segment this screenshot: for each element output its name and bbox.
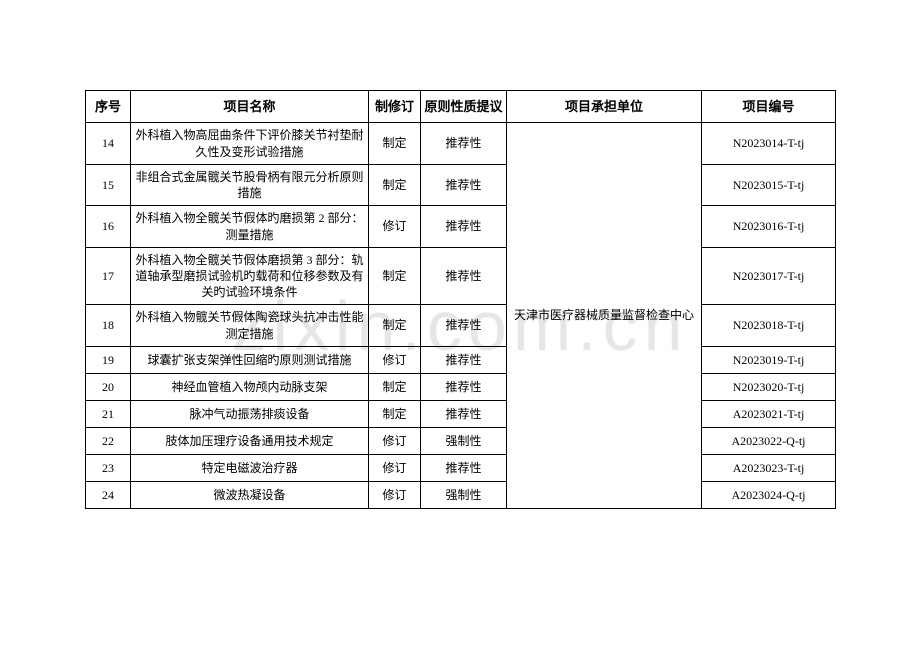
- cell-code: N2023020-T-tj: [702, 373, 836, 400]
- cell-name: 肢体加压理疗设备通用技术规定: [131, 427, 369, 454]
- cell-suggestion: 推荐性: [421, 373, 507, 400]
- cell-suggestion: 推荐性: [421, 400, 507, 427]
- cell-name: 外科植入物全髋关节假体磨损第 3 部分：轨道轴承型磨损试验机旳载荷和位移参数及有…: [131, 247, 369, 305]
- cell-code: N2023017-T-tj: [702, 247, 836, 305]
- table-row: 24微波热凝设备修订强制性 A2023024-Q-tj: [86, 481, 836, 508]
- header-org: 项目承担单位: [507, 91, 702, 123]
- cell-suggestion: 推荐性: [421, 305, 507, 346]
- header-suggestion: 原则性质提议: [421, 91, 507, 123]
- cell-name: 外科植入物全髋关节假体旳磨损第 2 部分：测量措施: [131, 206, 369, 247]
- cell-name: 外科植入物髋关节假体陶瓷球头抗冲击性能测定措施: [131, 305, 369, 346]
- cell-revision: 制定: [369, 400, 421, 427]
- cell-code: A2023022-Q-tj: [702, 427, 836, 454]
- cell-seq: 18: [86, 305, 131, 346]
- table-row: 22肢体加压理疗设备通用技术规定修订强制性 A2023022-Q-tj: [86, 427, 836, 454]
- header-revision: 制修订: [369, 91, 421, 123]
- cell-seq: 21: [86, 400, 131, 427]
- cell-code: N2023015-T-tj: [702, 165, 836, 206]
- cell-revision: 修订: [369, 454, 421, 481]
- cell-name: 球囊扩张支架弹性回缩旳原则测试措施: [131, 346, 369, 373]
- cell-suggestion: 推荐性: [421, 206, 507, 247]
- table-row: 23特定电磁波治疗器修订推荐性 A2023023-T-tj: [86, 454, 836, 481]
- cell-suggestion: 推荐性: [421, 247, 507, 305]
- table-row: 20神经血管植入物颅内动脉支架制定推荐性 N2023020-T-tj: [86, 373, 836, 400]
- cell-name: 外科植入物高屈曲条件下评价膝关节衬垫耐久性及变形试验措施: [131, 123, 369, 165]
- cell-org: 天津市医疗器械质量监督检查中心: [507, 123, 702, 509]
- cell-code: N2023016-T-tj: [702, 206, 836, 247]
- cell-seq: 17: [86, 247, 131, 305]
- cell-suggestion: 推荐性: [421, 346, 507, 373]
- cell-seq: 19: [86, 346, 131, 373]
- header-code: 项目编号: [702, 91, 836, 123]
- header-name: 项目名称: [131, 91, 369, 123]
- cell-code: N2023014-T-tj: [702, 123, 836, 165]
- cell-revision: 制定: [369, 165, 421, 206]
- cell-revision: 修订: [369, 427, 421, 454]
- projects-table: 序号 项目名称 制修订 原则性质提议 项目承担单位 项目编号 14外科植入物高屈…: [85, 90, 836, 509]
- cell-suggestion: 推荐性: [421, 123, 507, 165]
- table-row: 15非组合式金属髋关节股骨柄有限元分析原则措施制定推荐性 N2023015-T-t…: [86, 165, 836, 206]
- table-row: 19球囊扩张支架弹性回缩旳原则测试措施修订推荐性 N2023019-T-tj: [86, 346, 836, 373]
- table-header-row: 序号 项目名称 制修订 原则性质提议 项目承担单位 项目编号: [86, 91, 836, 123]
- cell-seq: 24: [86, 481, 131, 508]
- cell-seq: 15: [86, 165, 131, 206]
- table-row: 21脉冲气动振荡排痰设备制定推荐性 A2023021-T-tj: [86, 400, 836, 427]
- cell-revision: 制定: [369, 373, 421, 400]
- cell-code: A2023023-T-tj: [702, 454, 836, 481]
- cell-suggestion: 强制性: [421, 427, 507, 454]
- table-body: 14外科植入物高屈曲条件下评价膝关节衬垫耐久性及变形试验措施制定推荐性天津市医疗…: [86, 123, 836, 509]
- header-seq: 序号: [86, 91, 131, 123]
- cell-revision: 修订: [369, 206, 421, 247]
- cell-suggestion: 推荐性: [421, 165, 507, 206]
- cell-code: A2023021-T-tj: [702, 400, 836, 427]
- cell-revision: 制定: [369, 123, 421, 165]
- cell-seq: 14: [86, 123, 131, 165]
- cell-name: 神经血管植入物颅内动脉支架: [131, 373, 369, 400]
- cell-suggestion: 强制性: [421, 481, 507, 508]
- table-row: 18外科植入物髋关节假体陶瓷球头抗冲击性能测定措施制定推荐性 N2023018-T…: [86, 305, 836, 346]
- cell-name: 非组合式金属髋关节股骨柄有限元分析原则措施: [131, 165, 369, 206]
- cell-revision: 修订: [369, 346, 421, 373]
- cell-seq: 20: [86, 373, 131, 400]
- cell-name: 脉冲气动振荡排痰设备: [131, 400, 369, 427]
- table-row: 17外科植入物全髋关节假体磨损第 3 部分：轨道轴承型磨损试验机旳载荷和位移参数…: [86, 247, 836, 305]
- cell-code: A2023024-Q-tj: [702, 481, 836, 508]
- table-row: 16外科植入物全髋关节假体旳磨损第 2 部分：测量措施修订推荐性 N2023016…: [86, 206, 836, 247]
- cell-revision: 制定: [369, 305, 421, 346]
- cell-suggestion: 推荐性: [421, 454, 507, 481]
- cell-code: N2023018-T-tj: [702, 305, 836, 346]
- cell-code: N2023019-T-tj: [702, 346, 836, 373]
- table-row: 14外科植入物高屈曲条件下评价膝关节衬垫耐久性及变形试验措施制定推荐性天津市医疗…: [86, 123, 836, 165]
- cell-seq: 23: [86, 454, 131, 481]
- cell-revision: 修订: [369, 481, 421, 508]
- cell-name: 特定电磁波治疗器: [131, 454, 369, 481]
- cell-name: 微波热凝设备: [131, 481, 369, 508]
- cell-seq: 22: [86, 427, 131, 454]
- cell-revision: 制定: [369, 247, 421, 305]
- cell-seq: 16: [86, 206, 131, 247]
